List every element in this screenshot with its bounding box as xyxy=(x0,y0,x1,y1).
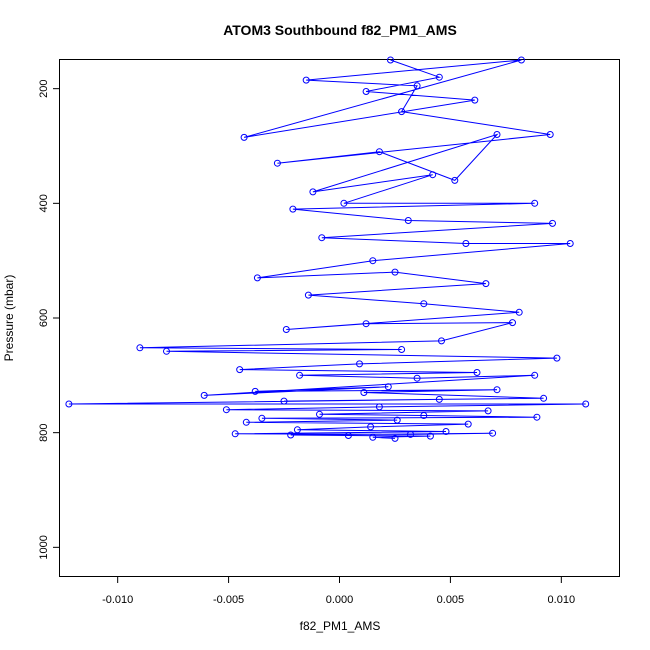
data-point xyxy=(407,430,414,438)
data-point xyxy=(398,108,406,116)
data-point xyxy=(236,366,244,374)
data-point xyxy=(531,199,539,207)
data-point xyxy=(442,428,450,435)
data-point xyxy=(384,383,392,391)
data-point xyxy=(398,346,406,353)
data-point xyxy=(289,205,297,213)
data-point xyxy=(231,430,239,438)
data-point xyxy=(420,300,428,308)
data-series xyxy=(65,56,590,442)
data-point xyxy=(369,433,377,441)
data-point xyxy=(296,371,304,379)
data-point xyxy=(344,432,352,439)
data-point xyxy=(429,171,437,179)
data-point xyxy=(375,148,383,156)
data-point xyxy=(435,73,443,81)
x-tick-label: -0.010 xyxy=(102,594,133,606)
data-point xyxy=(253,274,261,282)
chart-title: ATOM3 Southbound f82_PM1_AMS xyxy=(223,22,457,38)
y-tick-label: 1000 xyxy=(38,535,50,559)
data-point xyxy=(553,354,561,362)
data-point xyxy=(566,240,574,247)
data-point xyxy=(302,76,310,84)
data-point xyxy=(391,434,399,442)
y-axis: 200 400 600 800 1000 xyxy=(38,79,59,560)
plot-frame xyxy=(59,59,620,577)
data-point xyxy=(362,88,370,95)
data-point xyxy=(435,395,443,403)
x-tick-label: -0.005 xyxy=(213,594,244,606)
data-point xyxy=(451,176,459,184)
data-point xyxy=(462,240,470,247)
data-point xyxy=(222,406,230,414)
data-point xyxy=(369,257,377,265)
data-point xyxy=(387,56,394,64)
data-point xyxy=(413,374,421,382)
data-point xyxy=(393,416,401,424)
data-point xyxy=(340,199,348,207)
data-point xyxy=(471,96,479,104)
data-point xyxy=(282,326,290,333)
data-point xyxy=(391,268,399,276)
data-point xyxy=(582,400,590,408)
y-tick-label: 200 xyxy=(38,79,50,97)
data-point xyxy=(493,386,501,394)
data-point xyxy=(493,131,501,138)
data-point xyxy=(367,423,375,431)
data-point xyxy=(515,308,523,316)
y-tick-label: 600 xyxy=(38,309,50,327)
data-point xyxy=(482,280,490,288)
y-tick-label: 800 xyxy=(38,423,50,441)
y-axis-label: Pressure (mbar) xyxy=(2,275,16,362)
data-point xyxy=(413,82,421,90)
y-tick-label: 400 xyxy=(38,194,50,212)
data-point xyxy=(200,391,208,399)
x-axis: -0.010 -0.005 0.000 0.005 0.010 xyxy=(102,577,575,606)
x-axis-label: f82_PM1_AMS xyxy=(300,619,381,633)
data-point xyxy=(316,410,323,418)
data-point xyxy=(309,188,317,196)
data-point xyxy=(242,418,250,426)
data-point xyxy=(362,320,370,328)
data-point xyxy=(163,347,170,355)
data-point xyxy=(540,394,548,402)
data-point xyxy=(464,420,472,428)
x-tick-label: 0.010 xyxy=(548,594,576,606)
data-point xyxy=(509,319,516,327)
data-point xyxy=(240,133,248,141)
data-point xyxy=(273,159,281,167)
data-point xyxy=(360,389,368,396)
data-point xyxy=(546,131,554,138)
data-point xyxy=(533,413,541,421)
data-point xyxy=(251,387,259,395)
data-point xyxy=(375,403,383,411)
data-point xyxy=(549,219,556,227)
data-point xyxy=(304,291,312,299)
x-tick-label: 0.000 xyxy=(326,594,354,606)
data-point xyxy=(531,371,539,379)
x-tick-label: 0.005 xyxy=(437,594,465,606)
data-point xyxy=(420,412,428,419)
data-point xyxy=(280,397,288,405)
data-point xyxy=(65,400,73,408)
data-point xyxy=(318,234,326,242)
data-point xyxy=(489,429,497,437)
data-point xyxy=(356,360,363,368)
data-point xyxy=(287,431,295,439)
data-point xyxy=(484,407,492,415)
data-point xyxy=(404,217,412,224)
data-point xyxy=(136,344,144,352)
data-point xyxy=(293,426,301,434)
series-line xyxy=(68,59,586,439)
data-point xyxy=(517,56,525,64)
data-point xyxy=(426,432,434,440)
data-point xyxy=(438,337,445,345)
data-point xyxy=(258,414,266,422)
data-point xyxy=(473,369,481,376)
